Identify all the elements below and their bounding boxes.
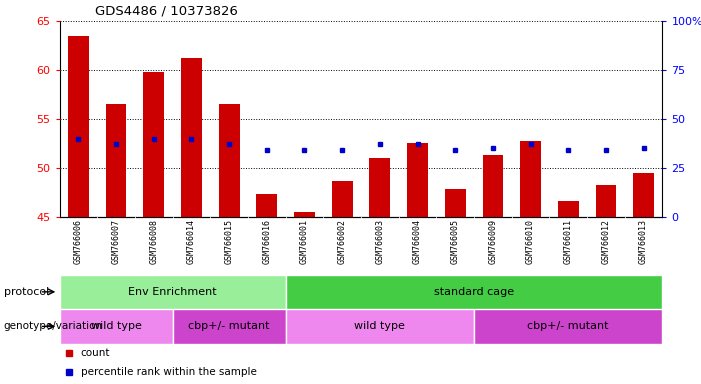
Bar: [482, 155, 503, 217]
Text: GSM766010: GSM766010: [526, 219, 535, 264]
Bar: [369, 158, 390, 217]
Bar: [106, 104, 126, 217]
Text: GSM766008: GSM766008: [149, 219, 158, 264]
Text: wild type: wild type: [90, 321, 142, 331]
Text: GSM766009: GSM766009: [489, 219, 498, 264]
Bar: [520, 141, 541, 217]
Bar: [257, 194, 277, 217]
Text: count: count: [81, 348, 110, 358]
Bar: [286, 275, 662, 309]
Text: genotype/variation: genotype/variation: [4, 321, 102, 331]
Text: cbp+/- mutant: cbp+/- mutant: [189, 321, 270, 331]
Bar: [181, 58, 202, 217]
Text: GSM766011: GSM766011: [564, 219, 573, 264]
Bar: [219, 104, 240, 217]
Text: GSM766016: GSM766016: [262, 219, 271, 264]
Text: GDS4486 / 10373826: GDS4486 / 10373826: [95, 4, 238, 17]
Text: standard cage: standard cage: [434, 287, 514, 297]
Bar: [60, 275, 286, 309]
Bar: [144, 72, 164, 217]
Text: wild type: wild type: [355, 321, 405, 331]
Bar: [332, 181, 353, 217]
Text: protocol: protocol: [4, 287, 49, 297]
Text: GSM766006: GSM766006: [74, 219, 83, 264]
Text: GSM766013: GSM766013: [639, 219, 648, 264]
Text: GSM766005: GSM766005: [451, 219, 460, 264]
Text: GSM766001: GSM766001: [300, 219, 309, 264]
Bar: [172, 309, 286, 344]
Bar: [474, 309, 662, 344]
Bar: [633, 173, 654, 217]
Text: GSM766003: GSM766003: [375, 219, 384, 264]
Text: GSM766002: GSM766002: [338, 219, 347, 264]
Bar: [68, 36, 89, 217]
Bar: [407, 142, 428, 217]
Text: GSM766012: GSM766012: [601, 219, 611, 264]
Bar: [445, 189, 465, 217]
Text: GSM766004: GSM766004: [413, 219, 422, 264]
Text: percentile rank within the sample: percentile rank within the sample: [81, 367, 257, 377]
Text: GSM766015: GSM766015: [224, 219, 233, 264]
Bar: [294, 212, 315, 217]
Text: GSM766014: GSM766014: [187, 219, 196, 264]
Bar: [558, 201, 578, 217]
Text: Env Enrichment: Env Enrichment: [128, 287, 217, 297]
Bar: [60, 309, 172, 344]
Bar: [596, 185, 616, 217]
Text: GSM766007: GSM766007: [111, 219, 121, 264]
Text: cbp+/- mutant: cbp+/- mutant: [527, 321, 609, 331]
Bar: [286, 309, 474, 344]
